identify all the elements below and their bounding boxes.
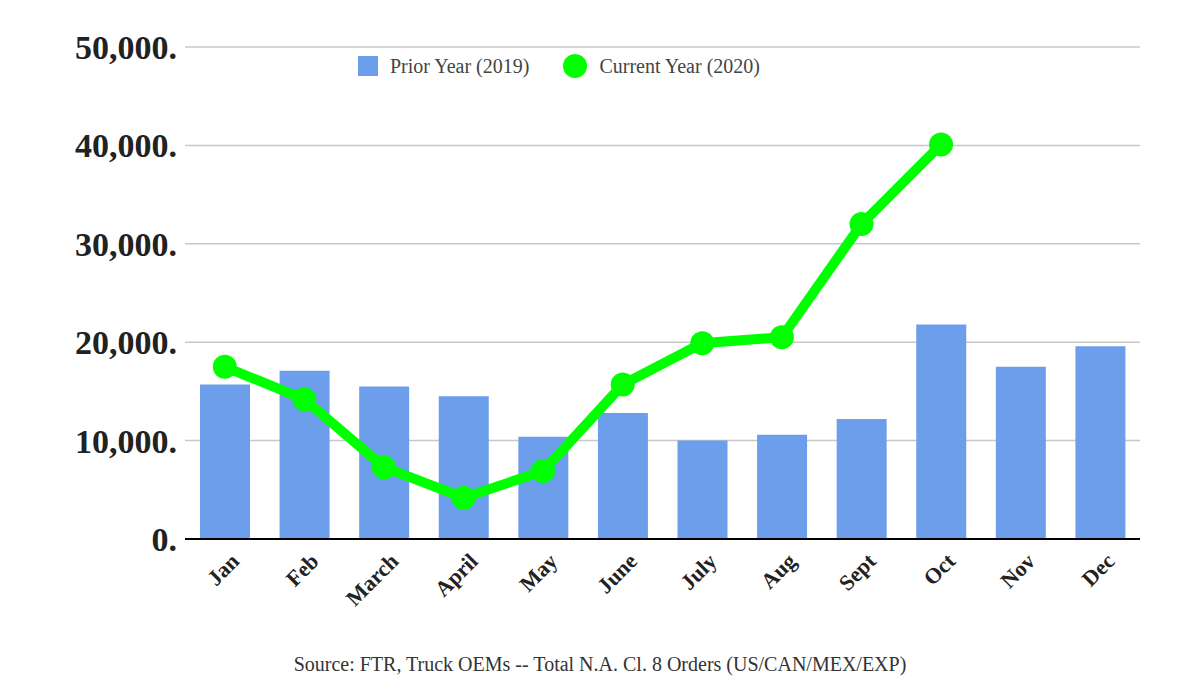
svg-text:May: May (514, 549, 562, 597)
svg-text:Nov: Nov (995, 549, 1039, 593)
svg-text:Oct: Oct (918, 548, 960, 590)
svg-text:July: July (675, 549, 721, 595)
html-text:Prior Year (2019): Prior Year (2019) (390, 54, 530, 77)
svg-text:March: March (341, 549, 403, 611)
svg-text:Jan: Jan (202, 549, 244, 591)
html-text:Current Year (2020): Current Year (2020) (599, 54, 760, 77)
svg-text:June: June (592, 548, 642, 598)
svg-text:10,000.: 10,000. (75, 423, 177, 460)
svg-text:0.: 0. (152, 521, 178, 558)
svg-text:Aug: Aug (756, 549, 801, 594)
svg-text:Feb: Feb (281, 549, 324, 592)
svg-text:Sept: Sept (834, 548, 882, 596)
svg-text:30,000.: 30,000. (75, 226, 177, 263)
svg-text:April: April (430, 549, 483, 602)
svg-text:40,000.: 40,000. (75, 127, 177, 164)
svg-text:20,000.: 20,000. (75, 324, 177, 361)
svg-text:50,000.: 50,000. (75, 29, 177, 66)
svg-text:Dec: Dec (1077, 548, 1120, 591)
html-text:Source: FTR, Truck OEMs -- Tot: Source: FTR, Truck OEMs -- Total N.A. Cl… (293, 653, 907, 675)
